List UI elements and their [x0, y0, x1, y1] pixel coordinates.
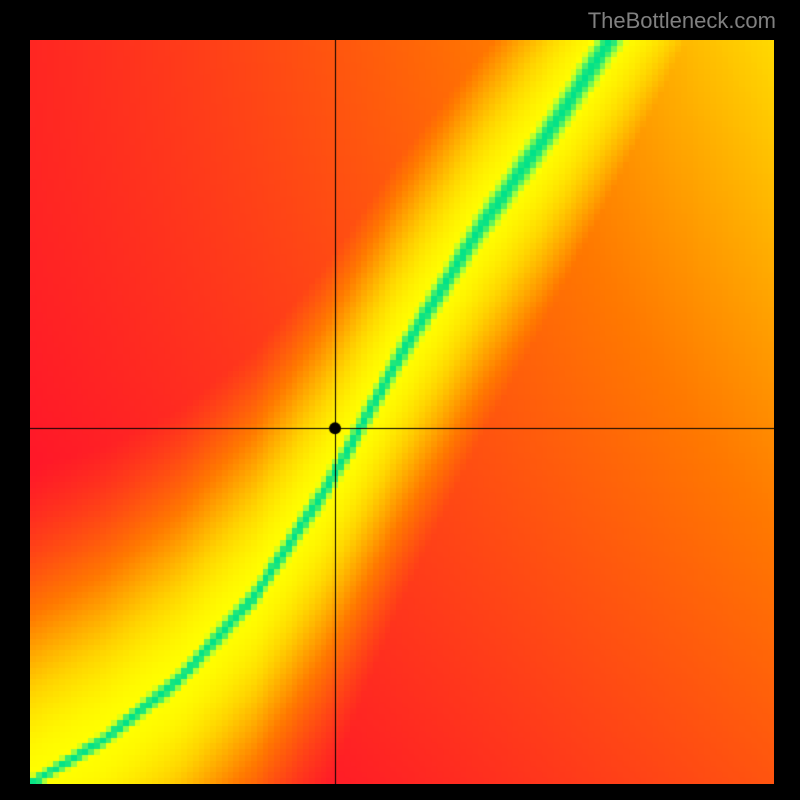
bottleneck-heatmap — [30, 40, 774, 784]
source-watermark: TheBottleneck.com — [588, 8, 776, 34]
chart-stage: { "source_watermark": { "text": "TheBott… — [0, 0, 800, 800]
